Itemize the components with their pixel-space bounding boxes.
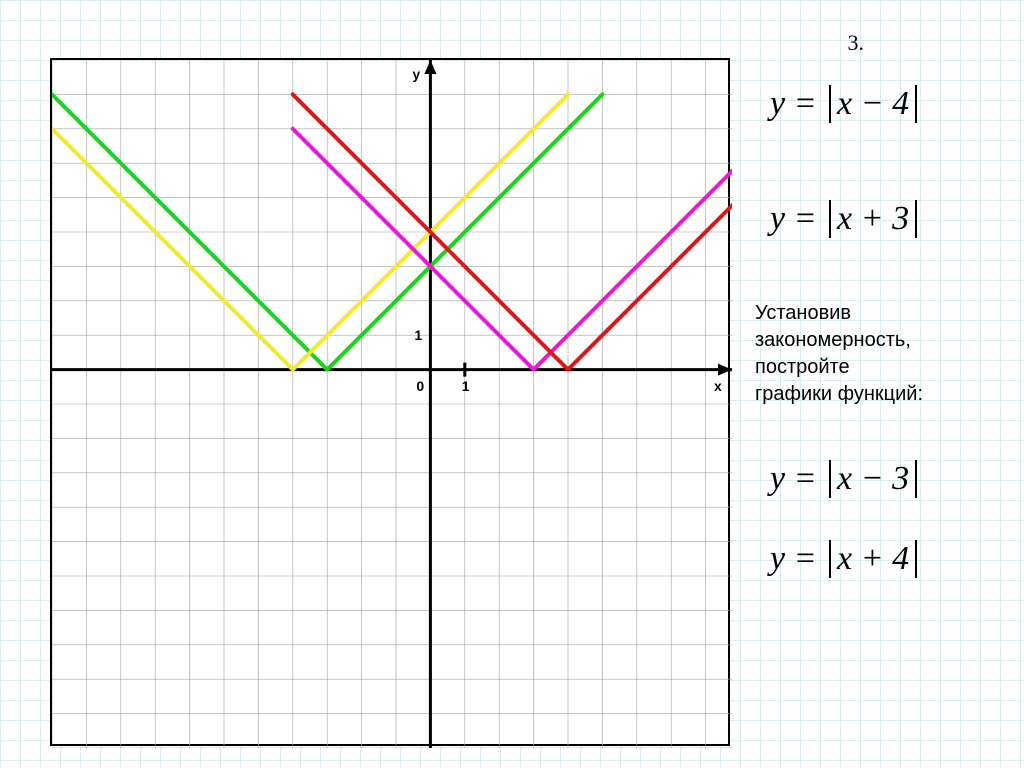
axis-label-x: x (714, 378, 722, 394)
formula-1-abs: x − 4 (829, 85, 917, 123)
chart-container: y x 0 1 1 (50, 58, 730, 746)
instruction-line-3: постройте (755, 354, 923, 381)
formula-4-lhs: y = (770, 540, 825, 577)
instruction-line-4: графики функций: (755, 381, 923, 408)
instruction-line-2: закономерность, (755, 327, 923, 354)
formula-3-abs: x − 3 (829, 460, 917, 498)
formula-1-lhs: y = (770, 85, 825, 122)
chart-svg (52, 60, 732, 748)
formula-4: y = x + 4 (770, 540, 917, 578)
formula-1: y = x − 4 (770, 85, 917, 123)
formula-3: y = x − 3 (770, 460, 917, 498)
axis-label-zero: 0 (416, 378, 424, 394)
formula-2: y = x + 3 (770, 200, 917, 238)
instruction-line-1: Установив (755, 300, 923, 327)
axis-label-one-y: 1 (414, 327, 422, 343)
axis-label-y: y (412, 66, 420, 82)
formula-2-lhs: y = (770, 200, 825, 237)
instruction-text: Установив закономерность, постройте граф… (755, 300, 923, 408)
formula-2-abs: x + 3 (829, 200, 917, 238)
formula-3-lhs: y = (770, 460, 825, 497)
formula-4-abs: x + 4 (829, 540, 917, 578)
task-number: 3. (848, 30, 865, 56)
axis-label-one-x: 1 (462, 378, 470, 394)
